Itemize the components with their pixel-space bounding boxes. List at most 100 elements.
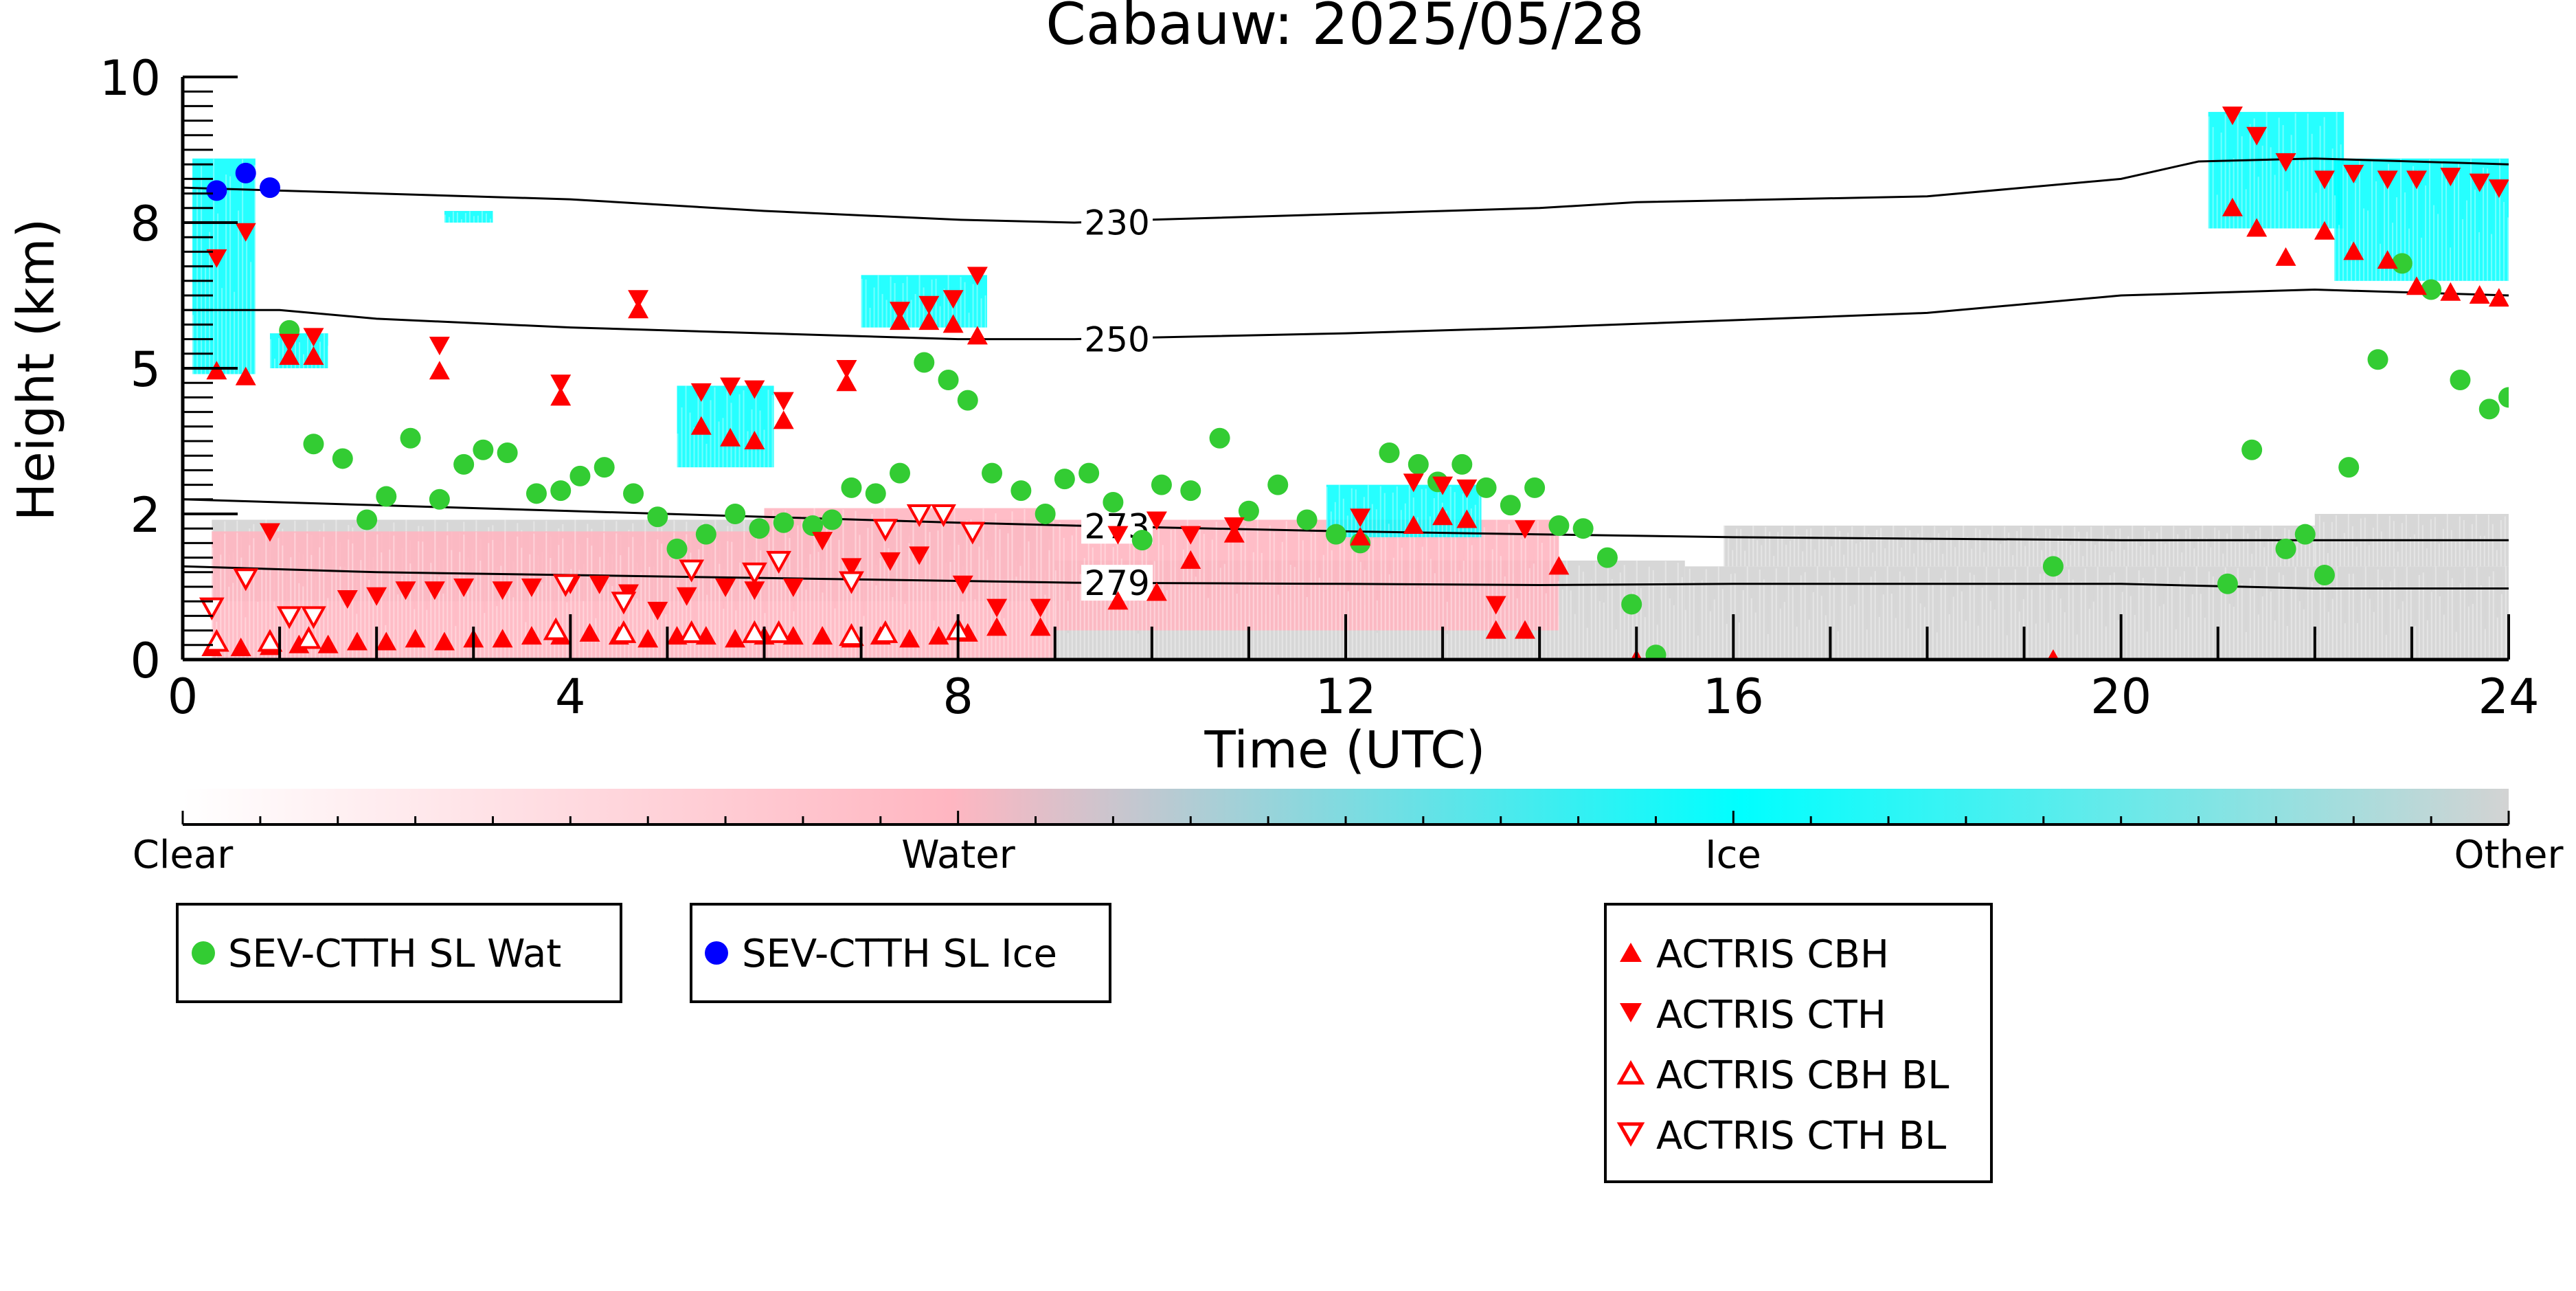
cloud-streak — [2426, 548, 2428, 567]
actris-cth-point — [259, 523, 280, 542]
actris-cbh-point — [235, 366, 256, 385]
cloud-streak — [1549, 531, 1551, 631]
cloud-streak — [2111, 551, 2113, 567]
legend-box — [1604, 903, 1993, 1183]
cloud-streak — [1841, 583, 1843, 660]
sev-ctth-sl-wat-point — [2314, 565, 2335, 586]
cloud-streak — [2396, 197, 2398, 281]
cloud-streak — [2303, 161, 2305, 229]
cloud-streak — [1950, 527, 1952, 567]
cloud-streak — [1478, 485, 1480, 537]
cloud-streak — [1697, 636, 1699, 660]
cloud-streak — [1223, 563, 1225, 631]
cloud-streak — [888, 548, 890, 660]
cloud-streak — [2474, 189, 2476, 281]
cloud-streak — [583, 600, 585, 660]
actris-cth-point — [337, 590, 358, 609]
cloud-streak — [2175, 629, 2177, 660]
cloud-streak — [2261, 146, 2263, 229]
cloud-streak — [976, 276, 978, 328]
cloud-streak — [677, 434, 679, 468]
cloud-streak — [734, 440, 736, 468]
cloud-streak — [1516, 631, 1518, 660]
cloud-streak — [2142, 578, 2144, 660]
cloud-streak — [1483, 527, 1485, 631]
cloud-streak — [1804, 572, 1806, 660]
cloud-streak — [1474, 504, 1476, 537]
actris-cbh-point — [720, 427, 741, 447]
cloud-streak — [2417, 170, 2419, 281]
cloud-streak — [935, 278, 937, 328]
cloud-streak — [323, 333, 325, 368]
cloud-streak — [1862, 585, 1864, 660]
cloud-streak — [1794, 526, 1796, 567]
cloud-streak — [2377, 569, 2379, 660]
cloud-streak — [496, 606, 498, 660]
actris-cth-point — [715, 579, 736, 597]
actris-cth-bl-point — [679, 559, 705, 583]
cloud-streak — [2047, 622, 2049, 660]
actris-cth-point — [206, 249, 227, 268]
sev-ctth-sl-wat-point — [526, 483, 547, 504]
cloud-streak — [1787, 567, 1789, 660]
cloud-streak — [2348, 573, 2350, 660]
cloud-streak — [1190, 555, 1193, 631]
actris-cth-point — [1146, 511, 1167, 530]
cloud-streak — [1963, 525, 1965, 567]
cloud-streak — [771, 394, 773, 468]
sev-ctth-sl-wat-point — [1209, 427, 1230, 449]
actris-cth-point — [676, 587, 697, 606]
cloud-streak — [2426, 620, 2428, 660]
cloud-streak — [1814, 549, 1816, 567]
sev-ctth-sl-wat-point — [773, 512, 794, 533]
cloud-streak — [2080, 581, 2082, 660]
sev-ctth-sl-wat-point — [623, 483, 644, 504]
cloud-streak — [1717, 566, 1719, 660]
actris-cbh-point — [279, 346, 300, 366]
cloud-streak — [2413, 166, 2415, 281]
cloud-streak — [381, 552, 383, 660]
cloud-streak — [2331, 598, 2334, 660]
cloud-streak — [2441, 161, 2443, 281]
cloud-streak — [648, 567, 651, 660]
sev-ctth-sl-wat-point — [1151, 474, 1172, 495]
legend-label-cbh: ACTRIS CBH — [1656, 932, 1889, 977]
actris-cth-bl-point — [301, 606, 326, 629]
cloud-streak — [2033, 526, 2035, 567]
cloud-streak — [2138, 570, 2140, 660]
cloud-streak — [1777, 532, 1779, 567]
cloud-streak — [1693, 581, 1695, 660]
cloud-streak — [1462, 560, 1465, 631]
cloud-streak — [1019, 565, 1021, 660]
cloud-streak — [706, 594, 708, 660]
cloud-streak — [452, 211, 454, 223]
cloud-streak — [2171, 585, 2173, 660]
cloud-streak — [1570, 590, 1572, 660]
cloud-streak — [2068, 569, 2070, 660]
cloud-streak — [2237, 568, 2239, 660]
cloud-streak — [2380, 531, 2382, 567]
cloud-streak — [1404, 503, 1406, 537]
cloud-streak — [1611, 579, 1613, 660]
actris-cth-point — [1456, 479, 1478, 498]
cloud-streak — [1425, 519, 1427, 631]
cloud-streak — [1079, 609, 1081, 660]
cloud-streak — [479, 560, 482, 660]
cloud-streak — [2438, 543, 2440, 567]
cloud-streak — [2344, 623, 2346, 660]
isotherm-layer: 230250273279 — [182, 157, 2509, 603]
cloud-streak — [2351, 241, 2353, 281]
cloud-streak — [1437, 484, 1439, 537]
cloud-streak — [1178, 584, 1180, 631]
cloud-streak — [1752, 526, 1754, 567]
cloud-streak — [1438, 523, 1440, 631]
cloud-streak — [2483, 535, 2485, 567]
cloud-streak — [1219, 603, 1221, 660]
cloud-streak — [2257, 614, 2259, 660]
cloud-streak — [945, 581, 947, 660]
cloud-streak — [2092, 601, 2094, 660]
colorbar: Clear Water Ice Other — [133, 789, 2564, 877]
cloud-streak — [1067, 633, 1069, 660]
cloud-streak — [1987, 534, 1989, 567]
cloud-streak — [331, 572, 333, 660]
